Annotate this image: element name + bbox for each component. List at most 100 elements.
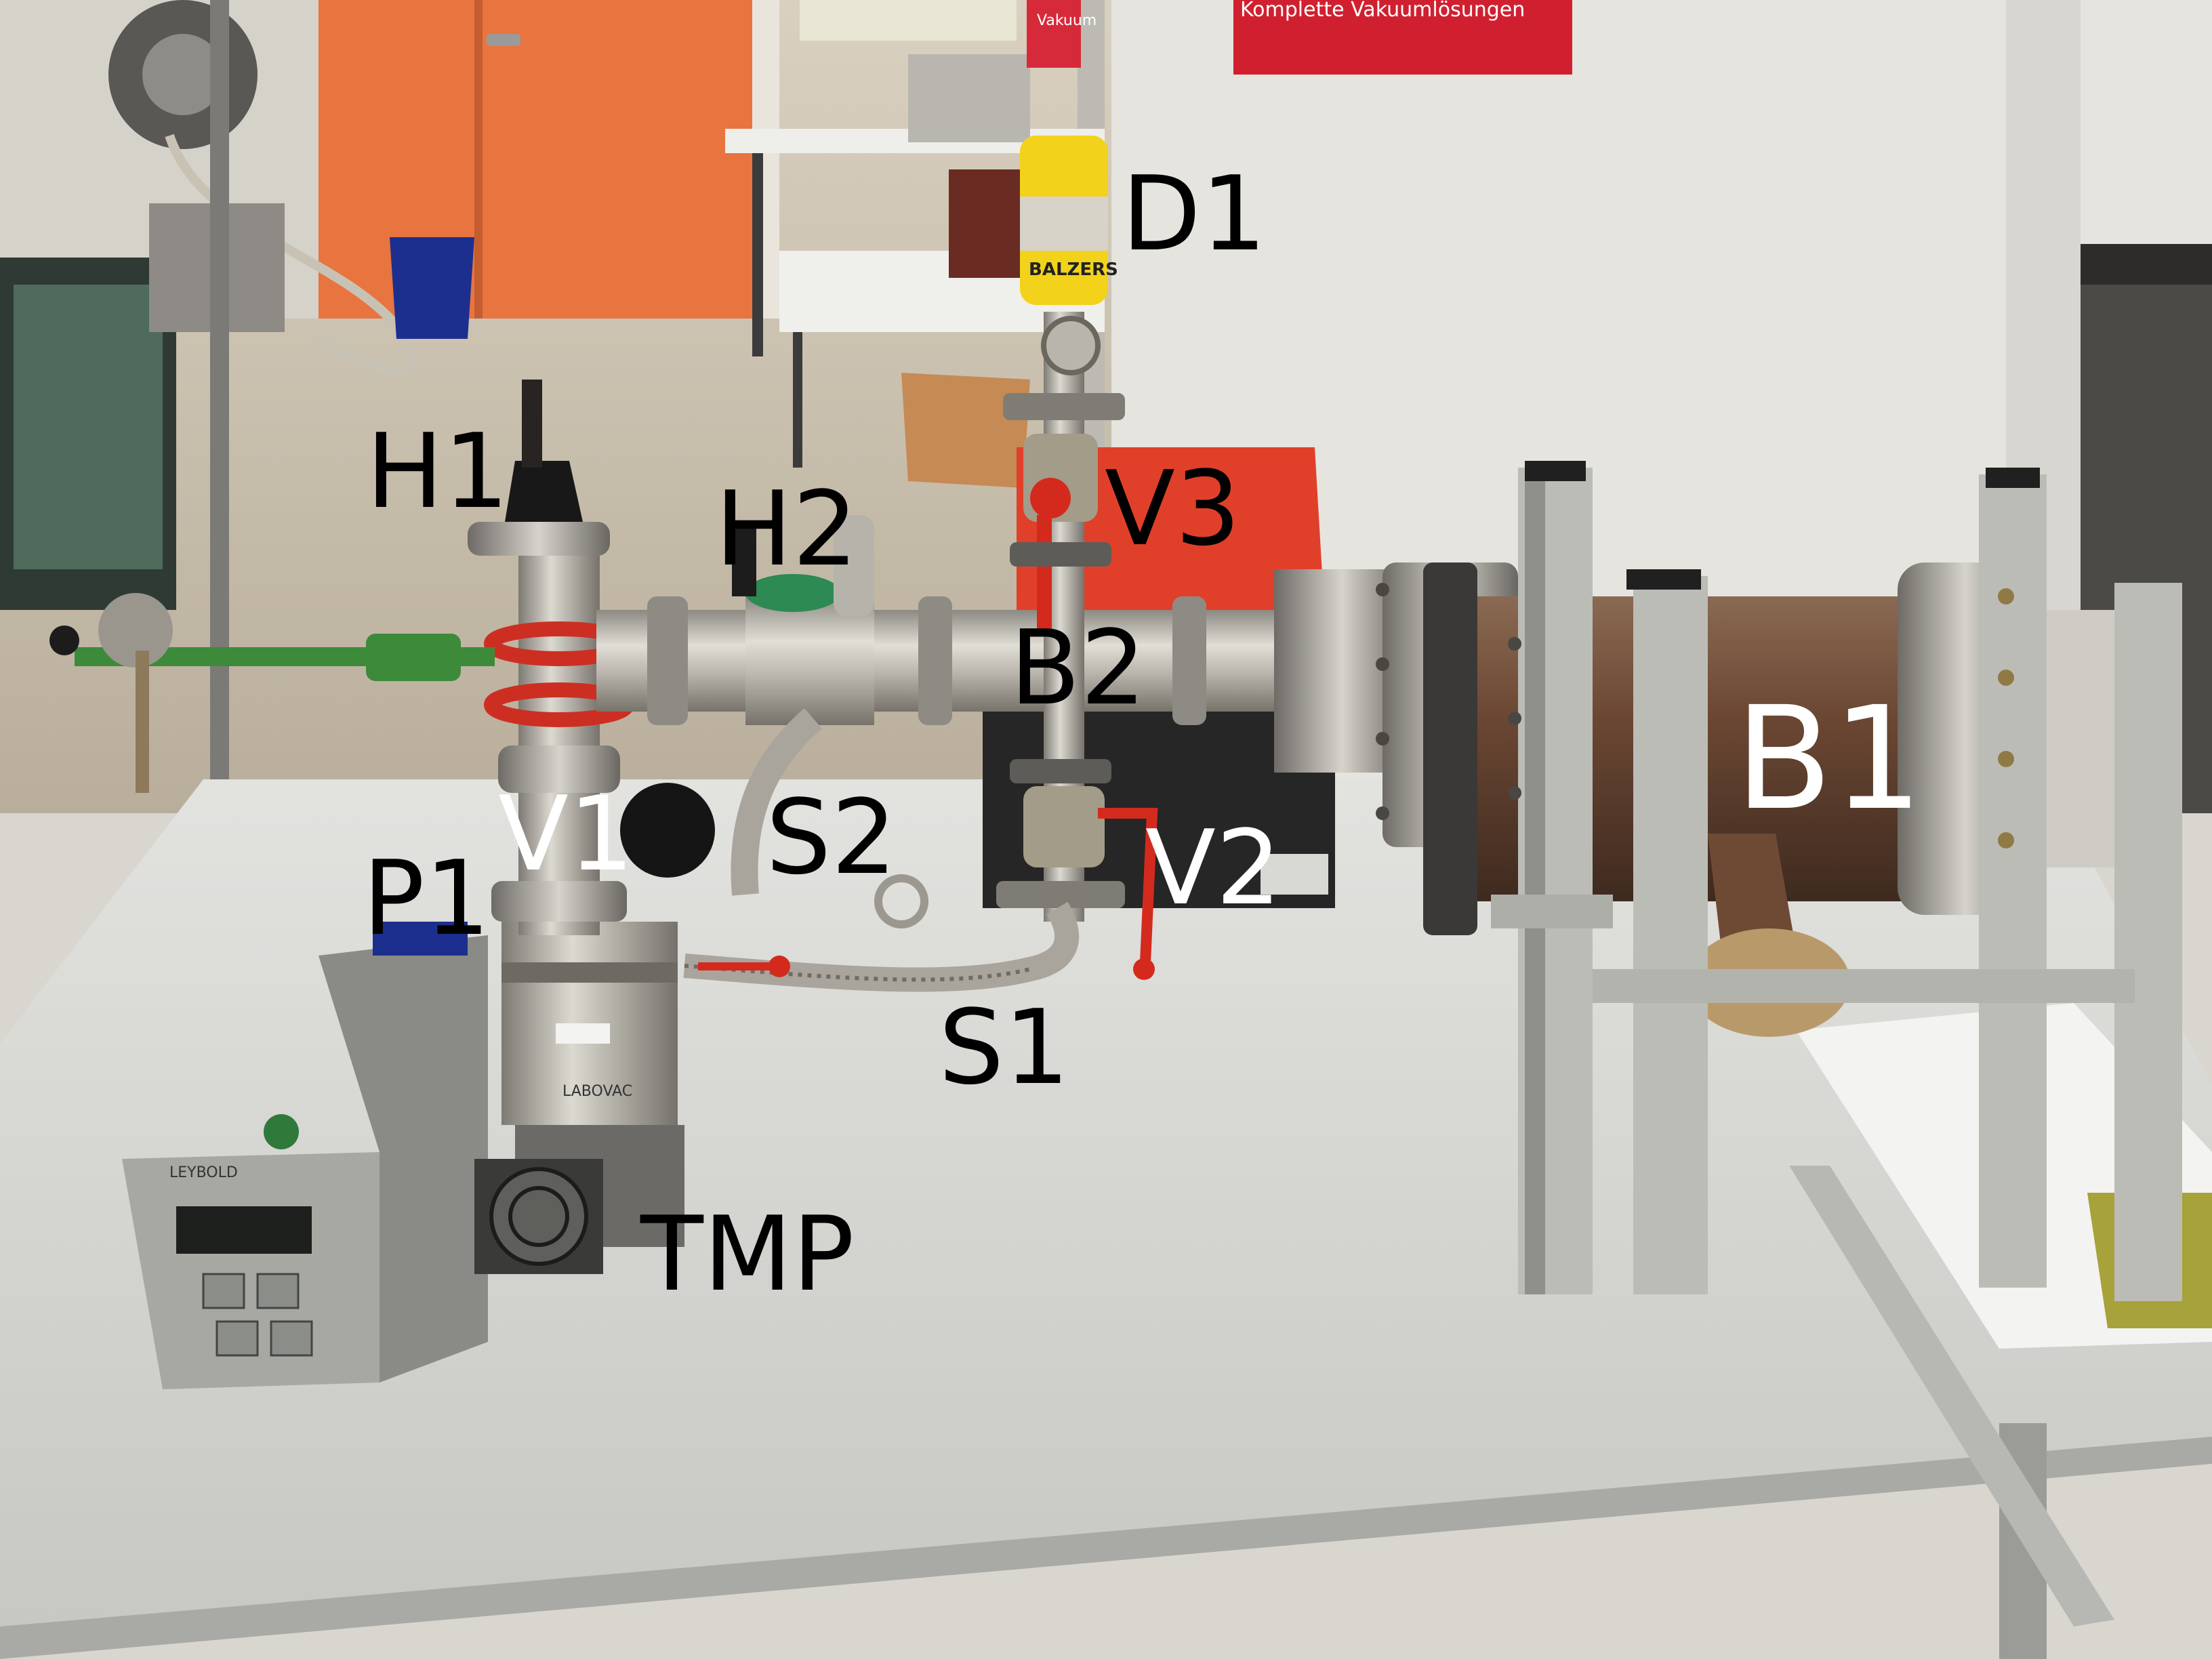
tube-clamp-2 xyxy=(918,596,952,725)
back-table-leg xyxy=(752,153,763,356)
fan-icon xyxy=(489,1167,588,1266)
clamp-rod xyxy=(136,651,149,793)
bolt xyxy=(1998,588,2014,605)
pump-label-plate xyxy=(1261,854,1328,895)
frame-post-2 xyxy=(1633,576,1708,1294)
tube-sleeve xyxy=(745,596,874,725)
label-v3: V3 xyxy=(1105,449,1241,569)
frame-cap-3 xyxy=(1986,468,2040,488)
vent-lever xyxy=(698,962,779,970)
ruler xyxy=(1789,1166,2114,1626)
label-v2: V2 xyxy=(1145,808,1282,928)
label-h1: H1 xyxy=(366,411,510,531)
h2-gauge xyxy=(732,522,756,596)
v3-clamp xyxy=(1003,393,1125,420)
label-d1: D1 xyxy=(1122,154,1267,274)
clamp-boss xyxy=(98,593,173,668)
frame-cap-1 xyxy=(1525,461,1586,481)
controller-button-1 xyxy=(202,1273,245,1309)
frame-cap-2 xyxy=(1626,569,1701,590)
controller-sticker xyxy=(264,1114,299,1149)
brown-device xyxy=(949,169,1030,278)
v2-body xyxy=(1023,786,1105,867)
bolt xyxy=(1508,637,1521,651)
bolt xyxy=(1376,806,1389,820)
side-port xyxy=(1708,834,1796,949)
poster-heading-text: Komplette Vakuumlösungen xyxy=(1240,0,1525,22)
kf-flange xyxy=(491,881,627,922)
label-p1: P1 xyxy=(363,838,491,958)
gauge-brand-text: BALZERS xyxy=(1029,260,1118,280)
h1-gauge xyxy=(505,461,583,522)
door-gap xyxy=(474,0,483,319)
controller-side xyxy=(319,935,488,1382)
bolt xyxy=(1998,832,2014,848)
controller-button-4 xyxy=(270,1320,313,1357)
door-handle xyxy=(487,34,520,46)
horizontal-tube xyxy=(596,610,1328,712)
left-column xyxy=(468,380,715,935)
d1-band xyxy=(1020,197,1108,251)
h2-port xyxy=(834,515,874,617)
v2-clamp-top xyxy=(1010,759,1111,783)
frame-post-4 xyxy=(2114,583,2182,1301)
controller xyxy=(122,935,488,1389)
pump-label-text: LABOVAC xyxy=(562,1083,633,1100)
controller-button-3 xyxy=(216,1320,259,1357)
cf-flange-3 xyxy=(1423,562,1477,935)
clamp-arm xyxy=(49,593,495,793)
label-h2: H2 xyxy=(715,469,859,589)
green-clamp xyxy=(366,634,461,681)
turbo-pump xyxy=(373,922,684,1274)
fan-ring xyxy=(508,1186,569,1247)
b2-clamp xyxy=(1010,542,1111,567)
b1-chamber xyxy=(1274,461,2182,1301)
frame-post-1-shade xyxy=(1525,468,1545,1294)
table-edge xyxy=(0,1437,2212,1659)
v3-handle xyxy=(1030,478,1071,518)
bolt xyxy=(1998,751,2014,767)
frame-crossbar xyxy=(1593,969,2135,1003)
bolt xyxy=(1376,732,1389,745)
label-s2: S2 xyxy=(766,777,897,897)
clamp-knob xyxy=(49,626,79,655)
hoses xyxy=(683,708,1080,992)
orange-door xyxy=(319,0,752,319)
controller-display xyxy=(176,1206,312,1254)
b2-cross xyxy=(996,136,1158,980)
tube-clamp-1 xyxy=(647,596,688,725)
s2-hose xyxy=(731,708,823,896)
turbo-ring xyxy=(501,962,678,983)
label-s1: S1 xyxy=(939,987,1070,1107)
s1-hose-rib xyxy=(684,964,1031,982)
v2-lever xyxy=(1098,808,1158,963)
bolt xyxy=(1508,712,1521,725)
bolt xyxy=(1508,786,1521,800)
frame-crossbar-2 xyxy=(1491,895,1613,928)
label-b1: B1 xyxy=(1735,676,1923,842)
label-tmp: TMP xyxy=(640,1194,855,1314)
flange-bolts xyxy=(1376,583,2014,848)
left-shelf-panel xyxy=(14,285,163,569)
wall-device xyxy=(800,0,1017,41)
label-v1: V1 xyxy=(498,774,634,894)
controller-brand-text: LEYBOLD xyxy=(169,1164,238,1181)
bolt xyxy=(1376,657,1389,671)
chair-back xyxy=(901,373,1030,488)
bolt xyxy=(1376,583,1389,596)
v2-clamp-bottom xyxy=(996,881,1125,908)
red-sign xyxy=(1027,0,1081,68)
label-b2: B2 xyxy=(1010,608,1146,728)
blue-connector xyxy=(373,922,468,956)
loose-flange xyxy=(874,874,928,928)
d1-fitting xyxy=(1041,316,1101,375)
tube-clamp-3 xyxy=(1172,596,1206,725)
blue-bin xyxy=(390,237,474,339)
v1-knob xyxy=(620,783,715,878)
h2-collar xyxy=(745,574,840,612)
second-table-leg xyxy=(793,332,802,468)
h1-cable xyxy=(522,380,542,468)
right-cabinet-top xyxy=(2081,244,2212,285)
vent-lever-tip xyxy=(769,956,790,977)
